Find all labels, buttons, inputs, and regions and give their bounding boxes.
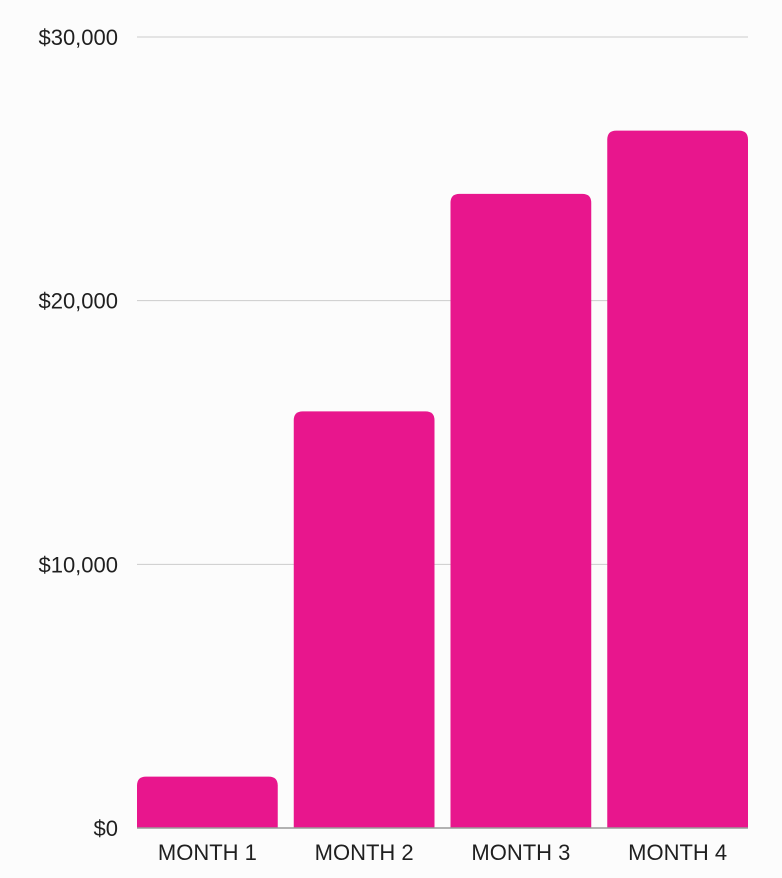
bar-month-2 [293,411,435,828]
y-tick-labels: $0 $10,000 $20,000 $30,000 [38,25,118,841]
bar-month-4 [607,130,748,828]
x-tick-label: MONTH 2 [315,840,414,865]
x-tick-label: MONTH 4 [628,840,727,865]
y-tick-label: $30,000 [38,25,118,50]
bars [137,130,748,829]
bar-month-3 [450,193,592,829]
x-tick-label: MONTH 3 [471,840,570,865]
x-tick-label: MONTH 1 [158,840,257,865]
bar-month-1 [137,776,278,828]
y-tick-label: $20,000 [38,289,118,314]
x-tick-labels: MONTH 1 MONTH 2 MONTH 3 MONTH 4 [158,840,727,865]
y-tick-label: $10,000 [38,552,118,577]
y-tick-label: $0 [94,816,118,841]
